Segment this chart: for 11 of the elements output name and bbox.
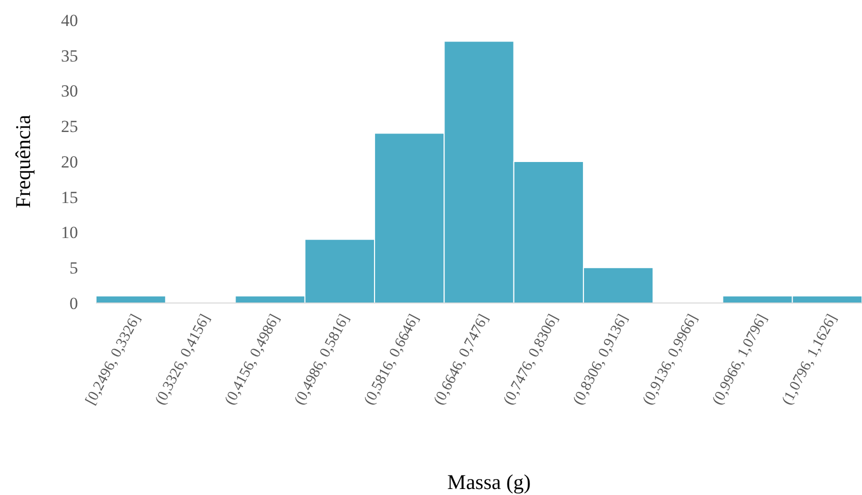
x-axis-title: Massa (g)	[447, 470, 531, 494]
y-tick-label: 35	[61, 46, 78, 66]
y-tick-label: 30	[61, 82, 78, 101]
y-tick-label: 40	[61, 10, 78, 30]
y-tick-label: 15	[61, 188, 78, 207]
y-tick-label: 10	[61, 223, 78, 242]
y-axis-title: Frequência	[11, 114, 35, 208]
y-tick-label: 20	[61, 152, 78, 172]
y-tick-label: 0	[70, 294, 78, 313]
y-tick-label: 25	[61, 117, 78, 136]
y-tick-label: 5	[70, 258, 78, 278]
